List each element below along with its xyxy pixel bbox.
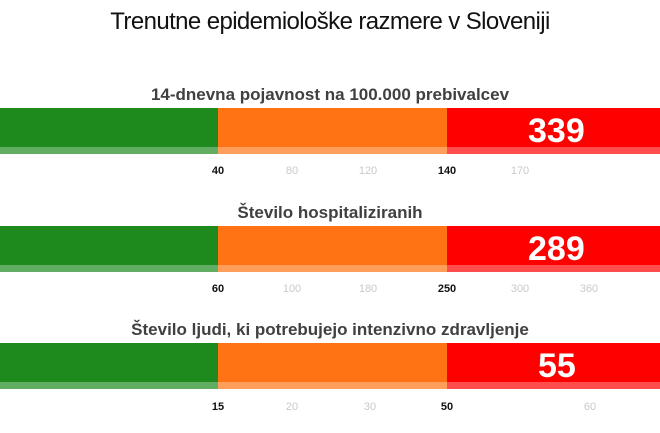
scale-tick: 360 bbox=[579, 283, 599, 295]
orange-zone bbox=[218, 108, 447, 154]
indicator-value: 289 bbox=[528, 230, 585, 268]
scale-tick: 180 bbox=[358, 283, 378, 295]
scale-tick: 30 bbox=[363, 401, 377, 413]
red-zone bbox=[447, 343, 660, 389]
scale-tick: 170 bbox=[510, 165, 530, 177]
orange-zone bbox=[218, 343, 447, 389]
orange-zone bbox=[218, 226, 447, 272]
indicator-value: 339 bbox=[528, 112, 585, 150]
scale-tick: 20 bbox=[285, 401, 299, 413]
red-zone bbox=[447, 226, 660, 272]
indicator-title-incidence: 14-dnevna pojavnost na 100.000 prebivalc… bbox=[150, 85, 510, 104]
indicator-axis-icu: 15 20 30 50 60 bbox=[0, 400, 660, 416]
indicator-title-hospitalized: Število hospitaliziranih bbox=[237, 203, 423, 222]
threshold-tick: 40 bbox=[211, 165, 225, 177]
indicator-bar-incidence: 339 bbox=[0, 108, 660, 154]
threshold-tick: 60 bbox=[211, 283, 225, 295]
threshold-tick: 50 bbox=[440, 401, 454, 413]
scale-tick: 60 bbox=[583, 401, 597, 413]
indicator-bar-hospitalized: 289 bbox=[0, 226, 660, 272]
scale-tick: 120 bbox=[358, 165, 378, 177]
indicator-axis-incidence: 40 80 120 140 170 bbox=[0, 164, 660, 180]
green-zone bbox=[0, 108, 218, 154]
scale-tick: 300 bbox=[510, 283, 530, 295]
green-zone bbox=[0, 343, 218, 389]
green-zone bbox=[0, 226, 218, 272]
scale-tick: 80 bbox=[285, 165, 299, 177]
threshold-tick: 15 bbox=[211, 401, 225, 413]
red-zone bbox=[447, 108, 660, 154]
indicator-axis-hospitalized: 60 100 180 250 300 360 bbox=[0, 282, 660, 298]
threshold-tick: 250 bbox=[437, 283, 457, 295]
threshold-tick: 140 bbox=[437, 165, 457, 177]
scale-tick: 100 bbox=[282, 283, 302, 295]
indicator-value: 55 bbox=[538, 347, 576, 385]
indicator-bar-icu: 55 bbox=[0, 343, 660, 389]
page-title: Trenutne epidemiološke razmere v Sloveni… bbox=[110, 8, 550, 35]
indicator-title-icu: Število ljudi, ki potrebujejo intenzivno… bbox=[131, 320, 529, 339]
